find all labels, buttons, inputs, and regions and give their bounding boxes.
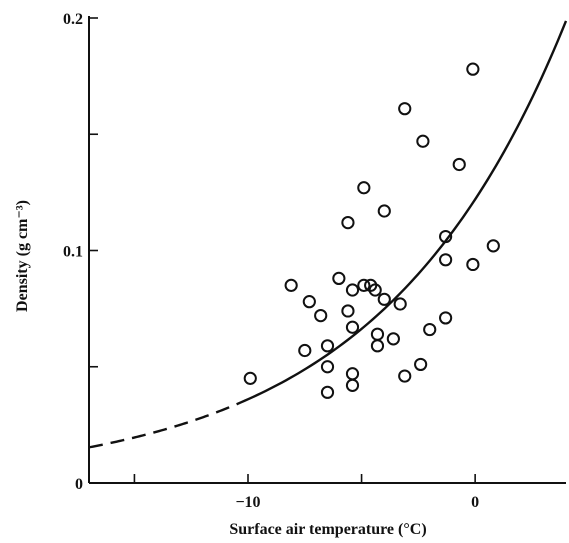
data-point: [320, 385, 335, 399]
ticks: [89, 17, 476, 484]
data-point: [386, 332, 400, 346]
data-point: [345, 378, 360, 392]
fit-curve-extrapolated-dashed: [88, 403, 238, 449]
data-point: [439, 311, 453, 325]
x-axis-title: Surface air temperature (°C): [229, 521, 426, 538]
y-tick-label: 0.1: [63, 244, 83, 261]
data-point: [466, 257, 480, 272]
y-tick-label: 0: [75, 476, 83, 493]
data-points: [243, 62, 500, 399]
data-point: [341, 304, 355, 318]
data-point: [302, 295, 316, 309]
data-point: [320, 360, 335, 374]
data-point: [398, 369, 412, 383]
data-point: [370, 327, 385, 341]
data-point: [368, 283, 382, 297]
data-point: [393, 297, 407, 311]
data-point: [284, 278, 298, 292]
y-axis-title: Density (g cm⁻³): [14, 200, 31, 312]
data-point: [357, 278, 371, 292]
data-point: [243, 371, 257, 385]
data-point: [466, 62, 480, 76]
fit-curve-solid: [236, 20, 568, 406]
data-point: [298, 343, 312, 358]
data-point: [452, 157, 466, 172]
data-point: [486, 239, 500, 253]
data-point: [398, 102, 412, 116]
x-tick-label: −10: [235, 494, 260, 511]
data-point: [314, 309, 328, 323]
data-point: [439, 229, 453, 244]
data-point: [423, 322, 437, 337]
data-point: [345, 367, 360, 381]
axes: [88, 16, 566, 484]
y-tick-label: 0.2: [63, 11, 83, 28]
data-point: [377, 292, 391, 306]
data-point: [332, 271, 346, 285]
data-point: [320, 339, 335, 353]
data-point: [416, 134, 430, 148]
data-point: [357, 181, 371, 195]
x-tick-label: 0: [471, 494, 479, 511]
data-point: [345, 320, 360, 334]
data-point: [370, 339, 385, 353]
data-point: [345, 283, 360, 297]
fit-curve: [88, 20, 568, 449]
data-point: [341, 216, 355, 230]
data-point: [439, 253, 453, 267]
data-point: [414, 357, 428, 372]
data-point: [377, 204, 391, 218]
tick-labels: −10 0 0 0.1 0.2: [63, 11, 479, 511]
